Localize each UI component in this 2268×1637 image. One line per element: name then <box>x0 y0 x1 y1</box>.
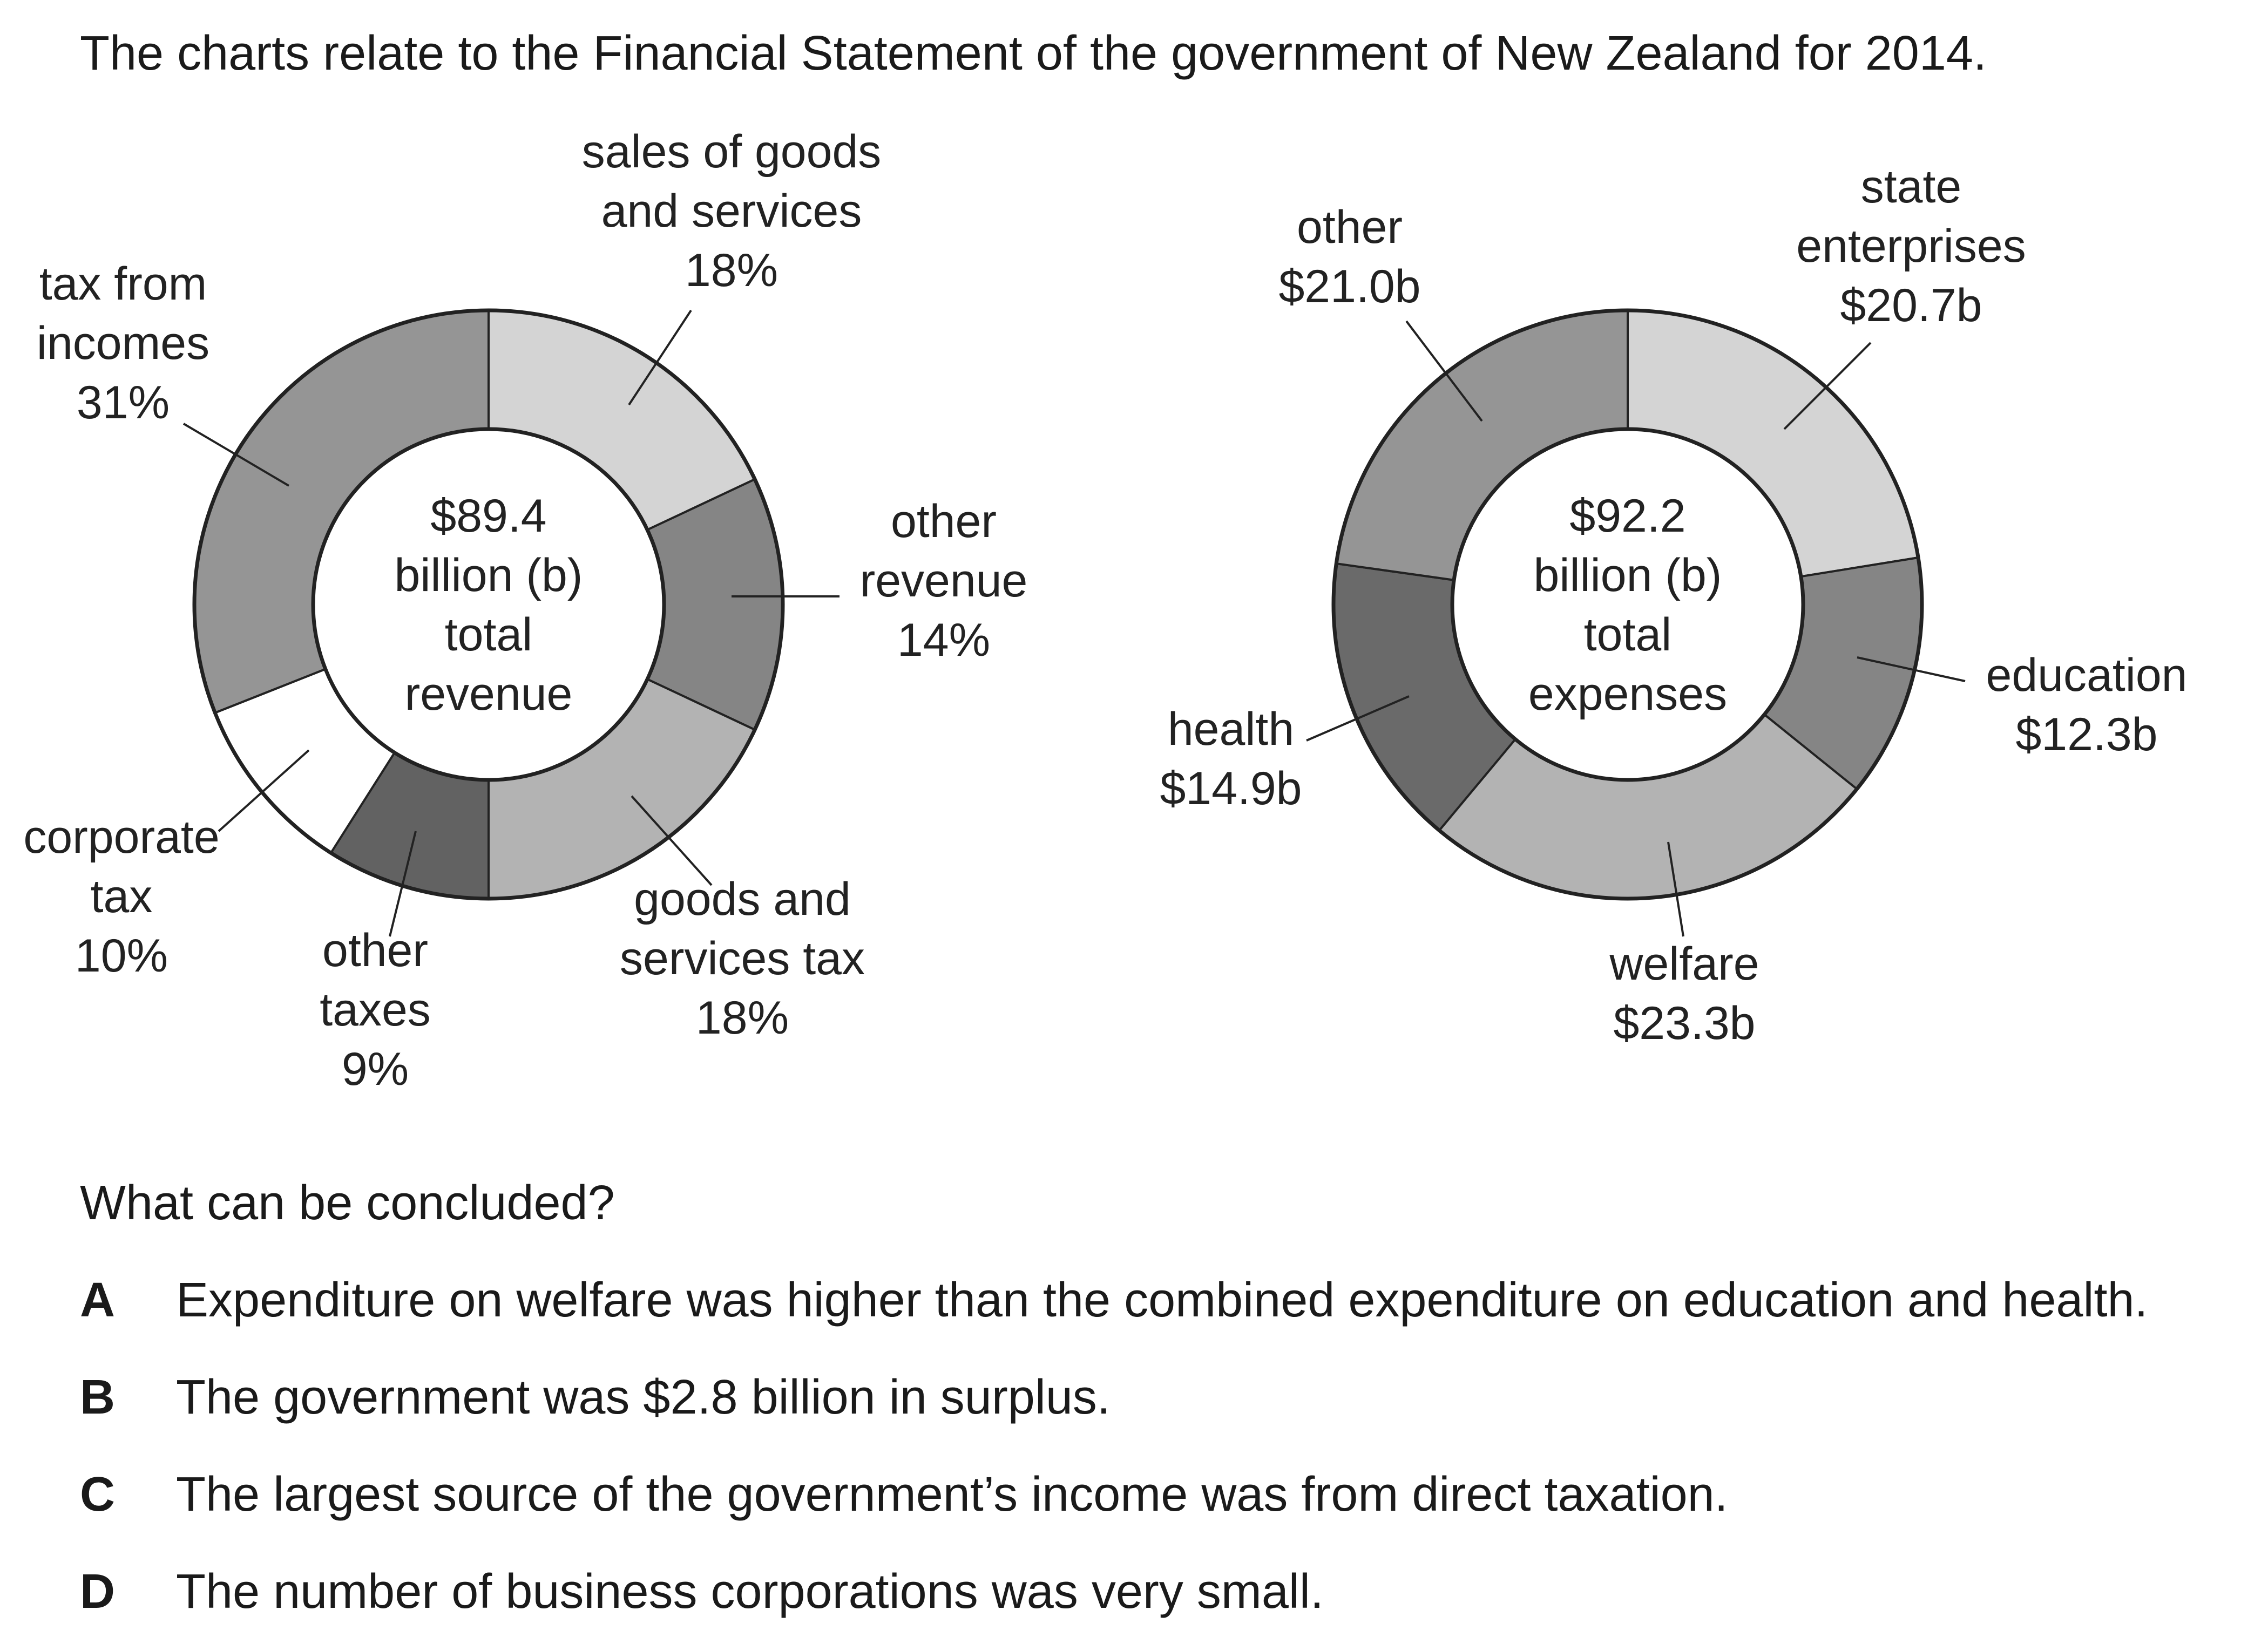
revenue-leader-3 <box>389 831 417 937</box>
intro-text: The charts relate to the Financial State… <box>80 26 1987 80</box>
donut-revenue: $89.4 billion (b) total revenue sales of goo… <box>23 126 1027 1095</box>
revenue-slice-label-3-line: other <box>322 925 428 976</box>
expenses-center-label: $92.2 billion (b) total expenses <box>1528 490 1727 720</box>
expenses-slice-label-4-line: other <box>1297 201 1403 253</box>
expenses-center-label-line: expenses <box>1528 668 1727 720</box>
revenue-center-label-line: revenue <box>405 668 573 720</box>
revenue-slice-label-1-line: other <box>891 495 997 547</box>
revenue-leader-5 <box>182 423 290 487</box>
expenses-leader-0 <box>1783 342 1872 430</box>
revenue-inner-ring <box>311 427 666 782</box>
expenses-slice-label-3: health $14.9b <box>1160 703 1302 814</box>
revenue-slice-label-5: tax from incomes 31% <box>37 258 209 429</box>
expenses-leader-1 <box>1857 656 1966 682</box>
expenses-leader-2 <box>1667 841 1684 937</box>
option-c-letter: C <box>80 1468 115 1521</box>
option-c-text: The largest source of the government’s i… <box>176 1468 1728 1521</box>
revenue-outer-ring <box>192 308 785 901</box>
revenue-leader-4 <box>218 749 310 832</box>
revenue-slice-label-4-line: tax <box>91 871 153 922</box>
revenue-slice-label-0-line: sales of goods <box>582 126 882 178</box>
revenue-slice-label-5-line: tax from <box>39 258 207 310</box>
expenses-slice-label-1-line: education <box>1986 649 2188 701</box>
revenue-slice-label-2-line: 18% <box>696 992 789 1044</box>
expenses-slice-label-4: other $21.0b <box>1278 201 1420 313</box>
expenses-leader-4 <box>1405 320 1483 422</box>
expenses-slice-label-4-line: $21.0b <box>1278 261 1420 313</box>
donut-charts: $89.4 billion (b) total revenue sales of goo… <box>23 126 2187 1095</box>
revenue-slice-label-0: sales of goods and services 18% <box>582 126 882 296</box>
expenses-slice-label-0-line: $20.7b <box>1840 280 1982 331</box>
revenue-slice-label-4: corporate tax 10% <box>23 811 219 982</box>
revenue-center-label-line: billion (b) <box>395 549 583 601</box>
question-text: What can be concluded? <box>80 1176 615 1230</box>
expenses-slice-label-3-line: health <box>1168 703 1294 755</box>
expenses-leader-3 <box>1306 695 1410 742</box>
option-d-text: The number of business corporations was … <box>176 1565 1324 1619</box>
expenses-outer-ring <box>1331 308 1924 901</box>
revenue-slice-label-2: goods and services tax 18% <box>620 873 865 1044</box>
revenue-slice-label-3: other taxes 9% <box>320 925 431 1095</box>
revenue-slice-label-4-line: corporate <box>23 811 219 863</box>
revenue-center-label: $89.4 billion (b) total revenue <box>395 490 583 720</box>
expenses-slice-label-2-line: $23.3b <box>1613 997 1755 1049</box>
revenue-slice-label-3-line: 9% <box>342 1043 409 1095</box>
revenue-slice-label-1: other revenue 14% <box>860 495 1028 666</box>
revenue-slice-label-1-line: revenue <box>860 555 1028 607</box>
revenue-slice-label-1-line: 14% <box>897 614 990 666</box>
expenses-slice-label-0-line: enterprises <box>1796 220 2026 272</box>
revenue-slice-label-5-line: 31% <box>77 377 170 429</box>
expenses-slice-label-2-line: welfare <box>1609 938 1759 990</box>
revenue-slice-label-0-line: 18% <box>685 244 778 296</box>
revenue-center-label-line: total <box>445 609 533 661</box>
option-d-letter: D <box>80 1565 115 1619</box>
expenses-slice-label-2: welfare $23.3b <box>1609 938 1759 1049</box>
expenses-center-label-line: $92.2 <box>1569 490 1685 542</box>
option-b-text: The government was $2.8 billion in surpl… <box>176 1370 1111 1424</box>
option-a-text: Expenditure on welfare was higher than t… <box>176 1273 2148 1327</box>
revenue-slice-label-2-line: goods and <box>634 873 851 925</box>
expenses-slice-label-3-line: $14.9b <box>1160 763 1302 814</box>
expenses-slice-label-1-line: $12.3b <box>2015 709 2157 760</box>
expenses-inner-ring <box>1450 427 1805 782</box>
expenses-center-label-line: total <box>1584 609 1672 661</box>
revenue-leader-2 <box>631 795 713 886</box>
expenses-slice-label-0-line: state <box>1861 161 1961 213</box>
option-b-letter: B <box>80 1370 115 1424</box>
revenue-slice-label-5-line: incomes <box>37 317 209 369</box>
revenue-slice-label-2-line: services tax <box>620 933 865 984</box>
revenue-center-label-line: $89.4 <box>430 490 546 542</box>
revenue-slice-label-0-line: and services <box>601 185 862 237</box>
revenue-slice-label-4-line: 10% <box>75 930 168 982</box>
revenue-leader-0 <box>628 309 692 406</box>
expenses-center-label-line: billion (b) <box>1534 549 1722 601</box>
donut-expenses: $92.2 billion (b) total expenses state enterp… <box>1160 161 2187 1049</box>
revenue-slice-label-3-line: taxes <box>320 984 431 1036</box>
option-a-letter: A <box>80 1273 115 1327</box>
expenses-slice-label-0: state enterprises $20.7b <box>1796 161 2026 331</box>
expenses-slice-label-1: education $12.3b <box>1986 649 2188 760</box>
